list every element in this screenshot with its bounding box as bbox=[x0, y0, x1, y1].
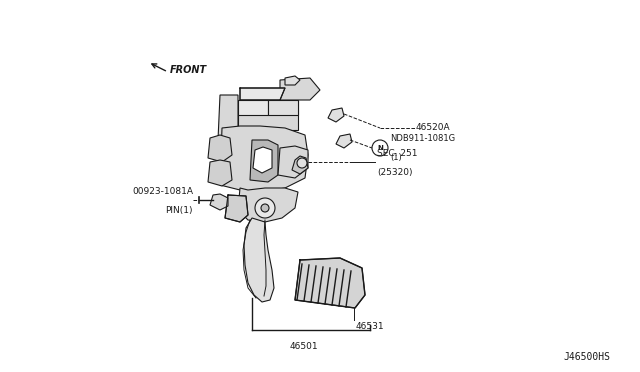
Polygon shape bbox=[268, 100, 298, 115]
Text: (25320): (25320) bbox=[377, 168, 413, 177]
Polygon shape bbox=[292, 156, 308, 174]
Text: 46501: 46501 bbox=[290, 342, 318, 351]
Polygon shape bbox=[238, 188, 298, 222]
Polygon shape bbox=[250, 140, 278, 182]
Circle shape bbox=[261, 204, 269, 212]
Polygon shape bbox=[240, 88, 285, 100]
Text: 00923-1081A: 00923-1081A bbox=[132, 187, 193, 196]
Polygon shape bbox=[238, 100, 298, 130]
Polygon shape bbox=[238, 100, 268, 115]
Polygon shape bbox=[285, 76, 300, 85]
Polygon shape bbox=[218, 95, 238, 140]
Polygon shape bbox=[225, 195, 248, 222]
Text: 46531: 46531 bbox=[356, 322, 385, 331]
Text: FRONT: FRONT bbox=[170, 65, 207, 75]
Circle shape bbox=[372, 140, 388, 156]
Circle shape bbox=[255, 198, 275, 218]
Polygon shape bbox=[336, 134, 352, 148]
Text: PIN(1): PIN(1) bbox=[166, 206, 193, 215]
Text: 46520A: 46520A bbox=[416, 122, 451, 131]
Polygon shape bbox=[278, 146, 308, 178]
Polygon shape bbox=[253, 147, 272, 173]
Polygon shape bbox=[208, 135, 232, 162]
Text: (1): (1) bbox=[390, 153, 402, 162]
Text: SEC. 251: SEC. 251 bbox=[377, 149, 417, 158]
Polygon shape bbox=[295, 258, 365, 308]
Polygon shape bbox=[328, 108, 344, 122]
Circle shape bbox=[297, 158, 307, 168]
Polygon shape bbox=[280, 78, 320, 100]
Text: J46500HS: J46500HS bbox=[563, 352, 610, 362]
Polygon shape bbox=[220, 126, 308, 192]
Text: N: N bbox=[377, 145, 383, 151]
Polygon shape bbox=[208, 160, 232, 186]
Polygon shape bbox=[244, 218, 274, 302]
Text: NDB911-1081G: NDB911-1081G bbox=[390, 134, 455, 143]
Polygon shape bbox=[210, 194, 228, 210]
